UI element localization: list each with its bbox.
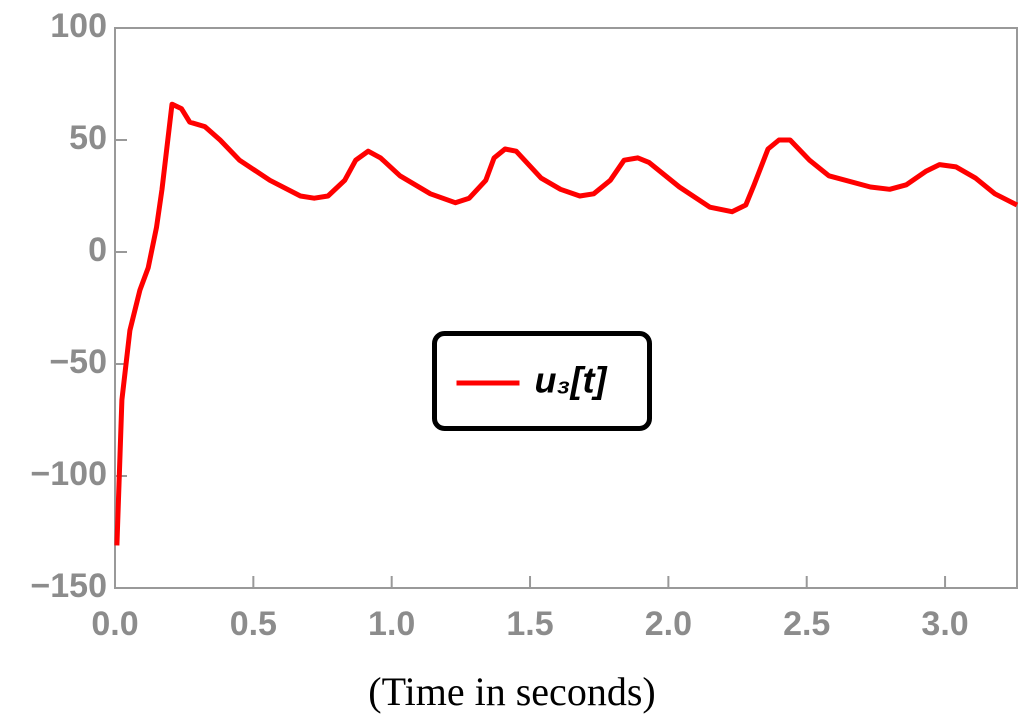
y-tick-label: −150 xyxy=(30,567,107,605)
data-line xyxy=(117,104,1017,545)
x-tick-label: 1.0 xyxy=(368,605,415,643)
x-tick-label: 2.0 xyxy=(645,605,692,643)
y-tick-label: 50 xyxy=(69,119,107,157)
x-tick-label: 0.0 xyxy=(91,605,138,643)
y-tick-label: −50 xyxy=(49,343,107,381)
x-axis-label: (Time in seconds) xyxy=(368,669,655,714)
x-tick-label: 2.5 xyxy=(783,605,830,643)
y-tick-label: 100 xyxy=(50,7,107,45)
legend: u₃[t] xyxy=(435,334,650,429)
y-tick-label: −100 xyxy=(30,455,107,493)
chart: (Time in seconds) −150 −100 −50 0 50 100 0.0 0.… xyxy=(0,0,1024,722)
y-tick-label: 0 xyxy=(88,231,107,269)
x-tick-label: 0.5 xyxy=(230,605,277,643)
plot-frame xyxy=(115,28,1017,588)
x-tick-label: 3.0 xyxy=(921,605,968,643)
x-tick-label: 1.5 xyxy=(506,605,553,643)
legend-label: u₃[t] xyxy=(535,360,608,401)
